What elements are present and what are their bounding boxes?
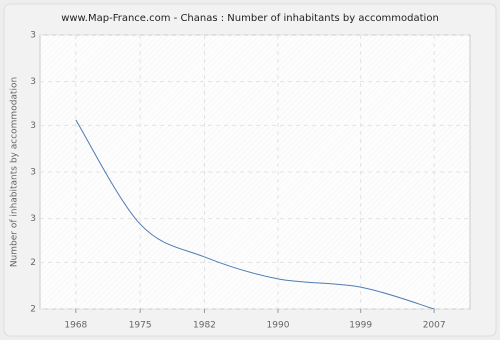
y-tick-label: 2 [30,258,36,268]
y-tick-label: 2 [30,305,36,315]
y-tick-label: 3 [30,121,36,131]
y-tick-label: 3 [30,77,36,87]
x-tick-label: 2007 [423,321,446,331]
chart-title: www.Map-France.com - Chanas : Number of … [61,13,439,24]
data-line [75,119,435,310]
y-tick-label: 3 [30,168,36,178]
plot-area [39,34,471,310]
x-tick-label: 1999 [349,321,372,331]
x-tick-label: 1990 [267,321,290,331]
x-tick-label: 1968 [64,321,87,331]
y-tick-label: 3 [30,31,36,41]
y-axis-label: Number of inhabitants by accommodation [10,77,20,267]
y-tick-label: 3 [30,214,36,224]
x-tick-label: 1982 [193,321,216,331]
x-tick-label: 1975 [129,321,152,331]
